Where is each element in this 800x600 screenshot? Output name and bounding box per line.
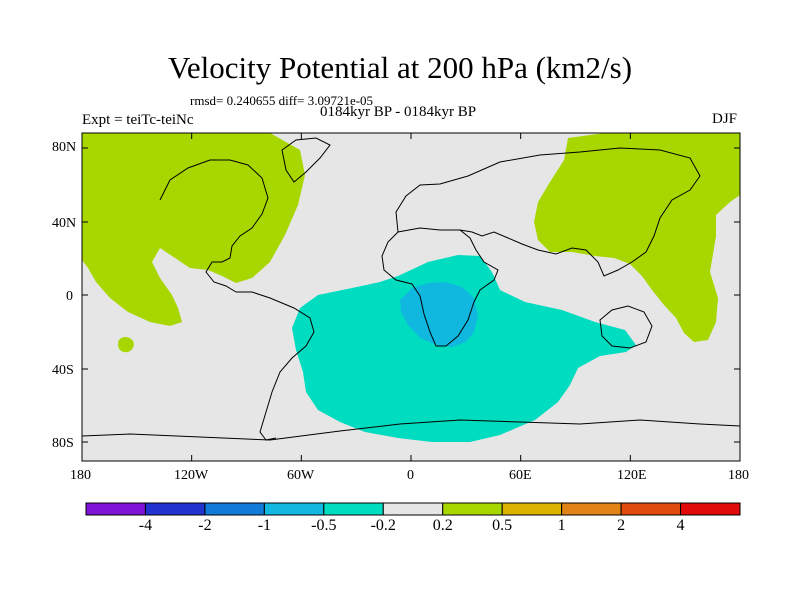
coast-australia — [599, 305, 653, 349]
coast-africa — [381, 227, 499, 347]
coast-south-america — [236, 291, 315, 441]
lat-tick-label: 0 — [66, 289, 73, 304]
colorbar-swatch — [561, 502, 622, 516]
positive-region-north-america — [82, 133, 305, 326]
colorbar-label: 4 — [676, 517, 685, 534]
negative-region-central-africa — [400, 282, 478, 347]
lat-tick-label: 40S — [52, 363, 74, 378]
colorbar-swatch — [85, 502, 146, 516]
colorbar-label: -0.2 — [370, 517, 396, 534]
coast-antarctica — [82, 419, 740, 441]
map-plot-area — [82, 133, 740, 461]
positive-region-asia-pacific — [534, 133, 740, 342]
stats-label: rmsd= 0.240655 diff= 3.09721e-05 — [190, 93, 374, 108]
lat-tick-label: 80S — [52, 436, 74, 451]
colorbar-swatch — [680, 502, 741, 516]
colorbar-swatch — [144, 502, 206, 516]
lon-tick-label: 120E — [617, 468, 647, 483]
colorbar-label: -2 — [198, 517, 212, 534]
coast-greenland — [281, 137, 331, 183]
lon-tick-label: 120W — [174, 468, 209, 483]
negative-region-atlantic-africa — [292, 255, 636, 442]
positive-region-small-blob — [118, 336, 134, 353]
coastlines — [82, 137, 740, 441]
colorbar-label: 0.5 — [492, 517, 513, 534]
colorbar-swatch — [442, 502, 503, 516]
lon-tick-label: 180 — [728, 468, 749, 483]
season-label: DJF — [712, 111, 738, 127]
lat-tick-label: 40N — [52, 216, 77, 231]
lon-tick-label: 180 — [70, 468, 91, 483]
colorbar-swatch — [263, 502, 325, 516]
colorbar — [85, 502, 741, 516]
lon-tick-label: 60W — [287, 468, 315, 483]
map-title: Velocity Potential at 200 hPa (km2/s) — [167, 50, 633, 85]
experiment-label: Expt = teiTc-teiNc — [82, 112, 194, 128]
colorbar-swatch — [382, 502, 444, 516]
colorbar-label: 2 — [617, 517, 626, 534]
colorbar-label: 1 — [557, 517, 566, 534]
colorbar-label: -1 — [257, 517, 272, 534]
lon-tick-label: 60E — [509, 468, 532, 483]
colorbar-label: 0.2 — [432, 517, 453, 534]
colorbar-swatch — [501, 502, 563, 516]
axis-ticks — [81, 133, 741, 461]
coast-north-america — [159, 159, 269, 293]
period-label: 0184kyr BP - 0184kyr BP — [320, 104, 477, 120]
colorbar-swatch — [323, 502, 384, 516]
colorbar-swatch — [204, 502, 265, 516]
colorbar-label: -0.5 — [311, 517, 337, 534]
lat-tick-label: 80N — [52, 140, 77, 155]
colorbar-label: -4 — [138, 517, 153, 534]
coast-europe-asia — [395, 147, 701, 277]
lon-tick-label: 0 — [407, 468, 414, 483]
colorbar-swatch — [620, 502, 682, 516]
